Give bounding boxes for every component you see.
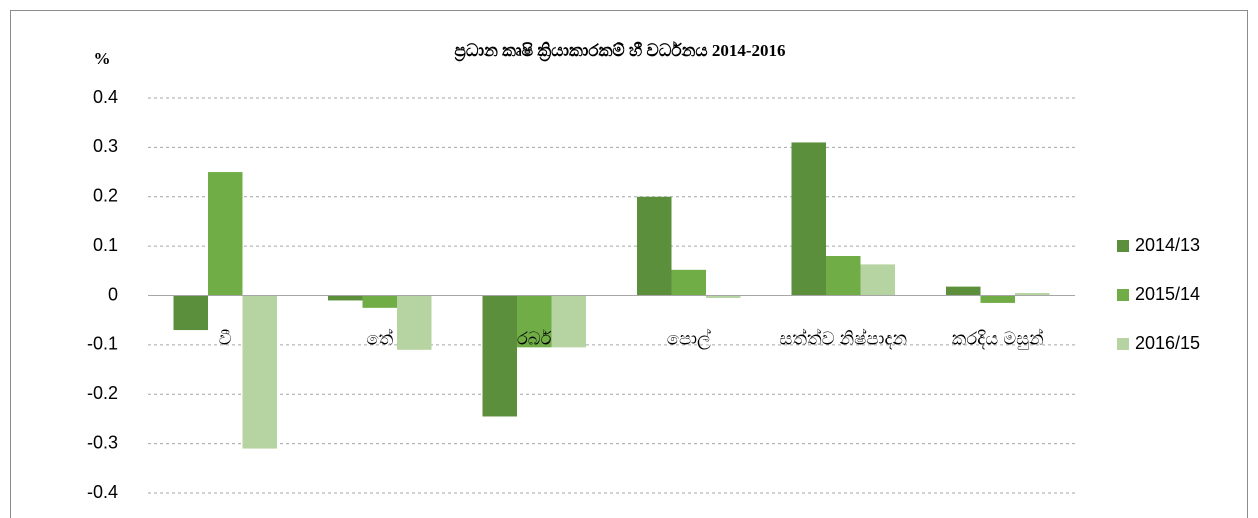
bar: [551, 295, 586, 348]
bar: [637, 196, 672, 296]
bar: [706, 295, 741, 298]
bar: [482, 295, 517, 417]
x-tick-label: වී: [219, 328, 232, 348]
bar: [328, 295, 363, 301]
y-axis-label: %: [94, 49, 111, 68]
y-tick-label: 0.3: [93, 136, 118, 156]
y-tick-label: -0.3: [87, 432, 118, 452]
bar: [397, 295, 432, 350]
y-tick-label: -0.4: [87, 482, 118, 502]
bar: [173, 295, 208, 331]
x-tick-label: රබර්: [517, 328, 552, 348]
bar: [791, 142, 826, 296]
bar: [946, 286, 981, 296]
y-tick-label: -0.2: [87, 383, 118, 403]
y-tick-label: 0.2: [93, 186, 118, 206]
bar: [1015, 293, 1050, 296]
bar: [980, 295, 1015, 303]
bar: [362, 295, 397, 308]
legend-swatch: [1117, 240, 1129, 252]
legend-swatch: [1117, 289, 1129, 301]
bar: [208, 172, 243, 296]
y-tick-label: 0.1: [93, 235, 118, 255]
bar: [671, 269, 706, 296]
legend-label: 2015/14: [1135, 284, 1200, 304]
chart-frame: [10, 10, 1248, 518]
y-tick-label: 0: [108, 284, 118, 304]
y-tick-label: 0.4: [93, 87, 118, 107]
bar: [826, 256, 861, 296]
x-tick-label: සත්ත්ව නිෂ්පාදන: [779, 328, 907, 349]
chart-title: ප්‍රධාන කෘෂි ක්‍රියාකාරකම් හී වර්ධනය 201…: [454, 41, 786, 62]
bar: [242, 295, 277, 449]
bar: [517, 295, 552, 348]
bar: [860, 264, 895, 296]
x-tick-label: තේ: [366, 328, 393, 348]
legend-label: 2016/15: [1135, 333, 1200, 353]
x-tick-label: කරදිය මසුන්: [952, 328, 1044, 350]
y-tick-label: -0.1: [87, 334, 118, 354]
legend-swatch: [1117, 338, 1129, 350]
legend-label: 2014/13: [1135, 235, 1200, 255]
x-tick-label: පොල්: [667, 328, 711, 349]
